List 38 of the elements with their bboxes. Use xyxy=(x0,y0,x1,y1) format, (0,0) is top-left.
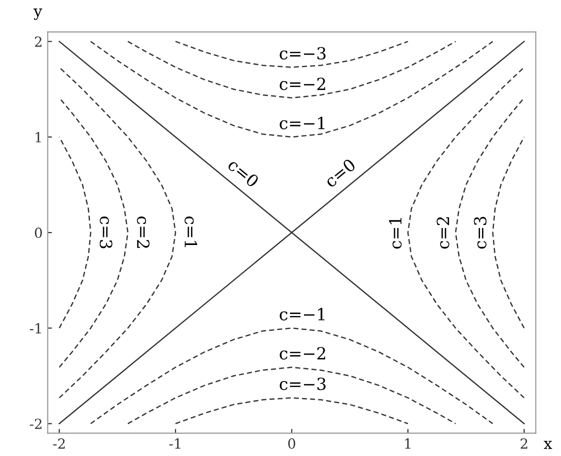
annotation: c=1 xyxy=(184,216,198,248)
y-tick-label: 1 xyxy=(36,132,41,142)
annotation: c=−1 xyxy=(280,308,324,320)
line-series xyxy=(127,366,456,424)
x-tick-label: 2 xyxy=(520,438,528,449)
line-series xyxy=(127,40,456,98)
line-series xyxy=(58,136,92,329)
line-series xyxy=(90,40,494,138)
annotation: c=−3 xyxy=(280,47,326,60)
x-tick-label: -1 xyxy=(169,438,180,449)
y-tick-label: 0 xyxy=(34,228,42,238)
y-tick-label: -2 xyxy=(30,418,42,429)
line-series xyxy=(492,136,525,329)
annotation: c=3 xyxy=(474,216,486,249)
x-tick-label: 0 xyxy=(288,438,296,449)
y-tick-label: -1 xyxy=(30,323,41,334)
line-series xyxy=(58,66,176,398)
line-series xyxy=(90,327,494,424)
annotation: c=−3 xyxy=(280,378,326,390)
x-tick-label: 1 xyxy=(405,438,410,449)
annotation: c=−2 xyxy=(280,347,326,360)
line-series xyxy=(407,66,525,398)
annotation: c=−1 xyxy=(280,116,324,130)
x-tick-label: -2 xyxy=(53,438,65,449)
line-series xyxy=(174,40,409,68)
annotation: c=2 xyxy=(136,216,150,248)
annotation: c=1 xyxy=(389,218,402,249)
annotation: c=2 xyxy=(436,217,450,249)
y-tick-label: 2 xyxy=(34,36,42,47)
y-axis-title: y xyxy=(34,8,42,20)
annotation: c=3 xyxy=(100,216,112,248)
line-series xyxy=(174,397,409,424)
annotation: c=−2 xyxy=(280,78,326,90)
annotation: c=0 xyxy=(324,158,356,188)
x-axis-title: x xyxy=(544,440,552,449)
line-series xyxy=(58,97,128,368)
line-series xyxy=(454,97,525,368)
annotation: c=0 xyxy=(226,158,260,188)
